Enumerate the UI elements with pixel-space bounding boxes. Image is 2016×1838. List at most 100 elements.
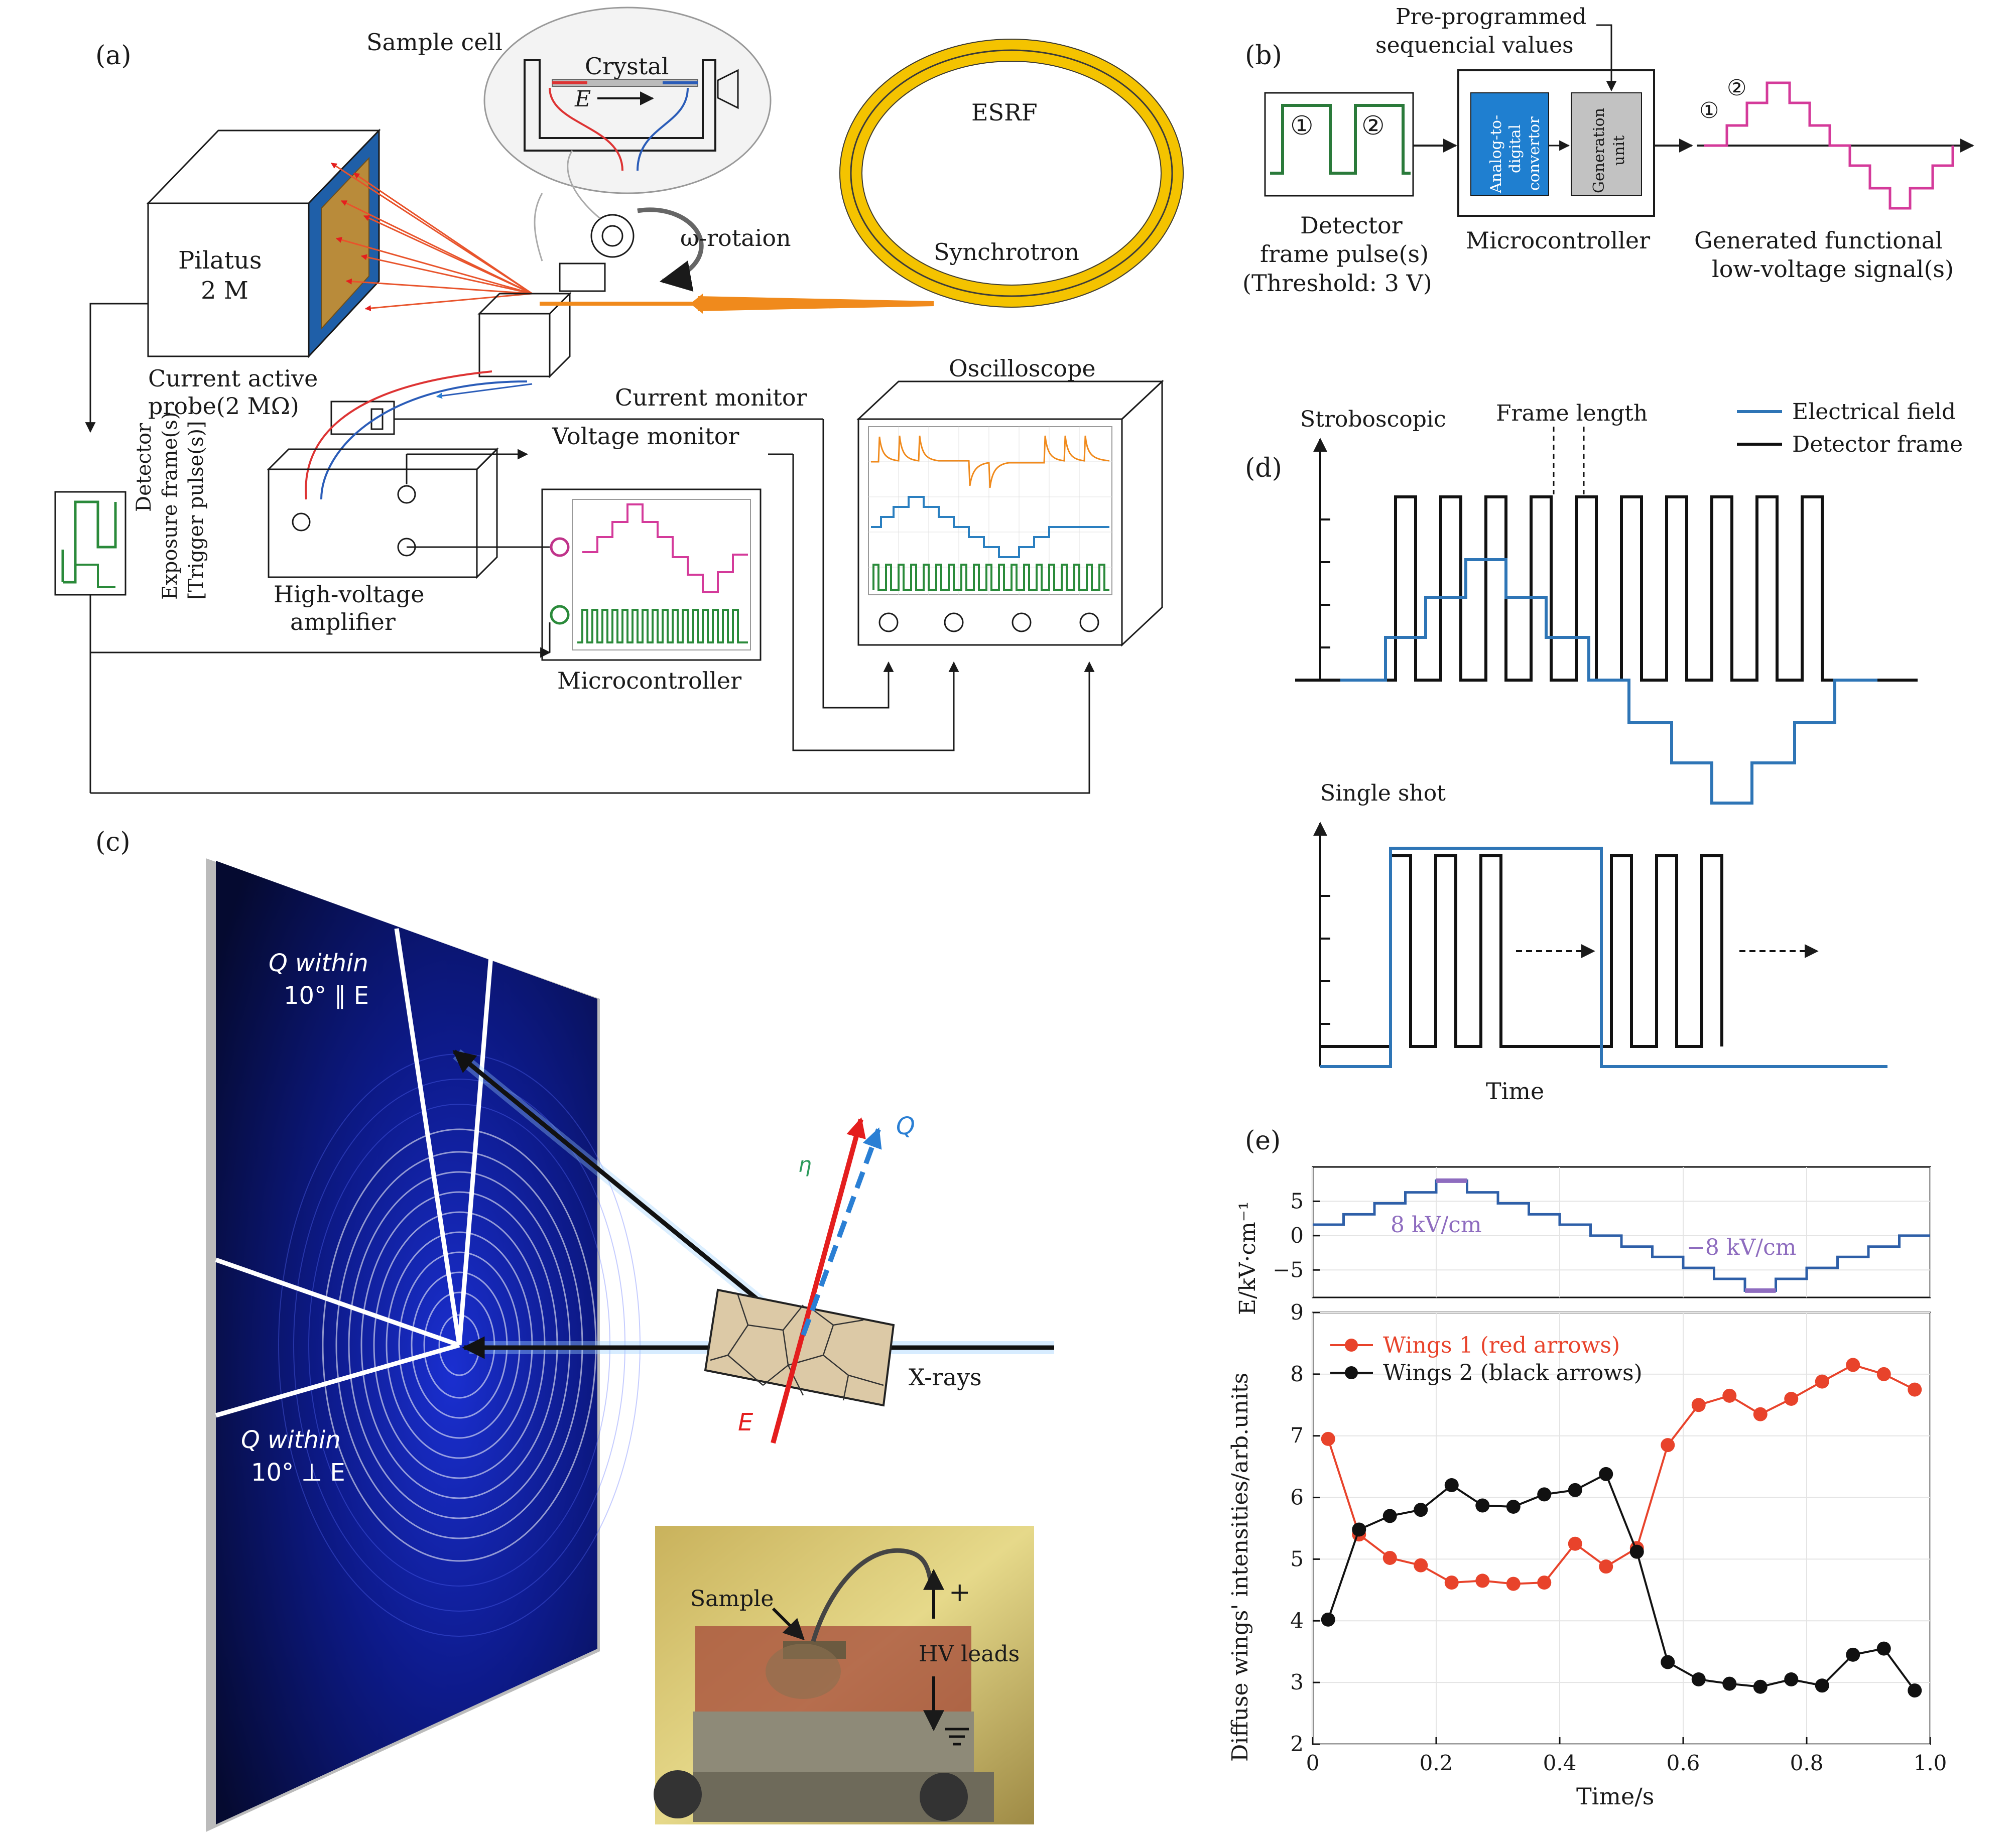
single-field-trace xyxy=(1320,847,1887,1068)
data-point-wings2 xyxy=(1784,1672,1799,1686)
data-point-wings1 xyxy=(1815,1374,1829,1389)
single-frame-trace xyxy=(1320,854,1723,1048)
microcontroller-caption-b: Microcontroller xyxy=(1466,227,1650,254)
field-annotation-positive: 8 kV/cm xyxy=(1391,1212,1482,1238)
oscilloscope-label: Oscilloscope xyxy=(949,355,1096,382)
data-point-wings1 xyxy=(1846,1358,1860,1372)
data-point-wings1 xyxy=(1414,1558,1428,1572)
data-point-wings1 xyxy=(1908,1382,1922,1397)
bottom-y-tick-label: 7 xyxy=(1290,1423,1304,1448)
detector-caption-2: frame pulse(s) xyxy=(1260,240,1429,268)
data-point-wings2 xyxy=(1321,1612,1335,1627)
hv-cable-red xyxy=(305,370,492,500)
beam-cone xyxy=(698,296,934,311)
adc-label-3: convertor xyxy=(1526,116,1543,191)
q-perp-label-2: 10° ⊥ E xyxy=(251,1459,345,1487)
pilatus-label-1: Pilatus xyxy=(178,246,262,275)
generated-caption-2: low-voltage signal(s) xyxy=(1712,255,1954,283)
q-vector xyxy=(801,1127,882,1336)
panel-d: (d) Stroboscopic Frame length Electrical… xyxy=(1245,399,1963,1105)
amplifier-label-2: amplifier xyxy=(290,608,396,635)
top-y-tick-label: 0 xyxy=(1290,1223,1304,1248)
voltage-trace xyxy=(871,496,1109,558)
pulse-mark-2: ② xyxy=(1361,111,1385,141)
generated-caption-1: Generated functional xyxy=(1694,227,1943,254)
amplifier-label-1: High-voltage xyxy=(274,581,424,608)
panel-a: (a) Sample cell Crystal E ESRF Synchrotr… xyxy=(54,7,1184,794)
detector-label-3: [Trigger pulse(s)] xyxy=(185,421,208,600)
field-vector xyxy=(771,1117,866,1444)
data-point-wings2 xyxy=(1475,1498,1490,1513)
data-point-wings2 xyxy=(1691,1672,1706,1686)
data-point-wings2 xyxy=(1599,1467,1613,1481)
e-label: E xyxy=(738,1408,753,1436)
generation-label-1: Generation xyxy=(1590,108,1608,193)
data-point-wings2 xyxy=(1815,1678,1829,1693)
microcontroller-box-b xyxy=(1457,69,1655,217)
detector-caption-3: (Threshold: 3 V) xyxy=(1242,270,1432,297)
top-y-tick-label: 5 xyxy=(1290,1189,1304,1213)
panel-label-d: (d) xyxy=(1245,453,1282,483)
x-tick-label: 1.0 xyxy=(1914,1751,1947,1775)
sector-lines xyxy=(215,928,494,1418)
panel-label-c: (c) xyxy=(95,827,131,857)
field-ylabel: E/kV·cm⁻¹ xyxy=(1235,1201,1261,1315)
adc-block xyxy=(1470,92,1549,196)
crystal-label: Crystal xyxy=(585,53,669,80)
stroboscopic-label: Stroboscopic xyxy=(1300,407,1446,432)
generation-label-2: unit xyxy=(1610,136,1628,166)
legend-frame-label: Detector frame xyxy=(1792,432,1963,457)
field-plot-frame xyxy=(1312,1166,1931,1298)
goniometer xyxy=(477,150,704,378)
generated-signal-trace xyxy=(1704,81,1954,210)
panel-label-e: (e) xyxy=(1245,1126,1281,1156)
channel-4-knob[interactable] xyxy=(1079,612,1099,632)
hv-cable-blue xyxy=(320,380,528,500)
data-point-wings1 xyxy=(1537,1576,1552,1590)
frame-trace xyxy=(872,564,1109,591)
probe-label-2: probe(2 MΩ) xyxy=(148,392,299,420)
channel-3-knob[interactable] xyxy=(1012,612,1032,632)
panel-label-b: (b) xyxy=(1245,41,1282,71)
channel-1-knob[interactable] xyxy=(878,612,899,632)
synchrotron-label: Synchrotron xyxy=(934,238,1079,266)
top-y-tick-label: −5 xyxy=(1273,1257,1304,1282)
data-point-wings2 xyxy=(1537,1487,1552,1502)
channel-2-knob[interactable] xyxy=(944,612,964,632)
microcontroller-box-a xyxy=(541,488,762,661)
bottom-y-tick-label: 5 xyxy=(1290,1546,1304,1571)
data-point-wings2 xyxy=(1414,1503,1428,1517)
data-point-wings1 xyxy=(1382,1550,1397,1565)
bottom-y-tick-label: 2 xyxy=(1290,1732,1304,1756)
data-point-wings2 xyxy=(1846,1647,1860,1662)
x-tick-label: 0.2 xyxy=(1420,1751,1453,1775)
microcontroller-label-a: Microcontroller xyxy=(557,667,741,694)
signal-mark-1: ① xyxy=(1699,98,1719,123)
controller-frame-trace xyxy=(577,609,748,643)
pilatus-detector: Pilatus 2 M xyxy=(146,128,381,358)
panel-label-a: (a) xyxy=(95,41,132,71)
x-tick-label: 0.8 xyxy=(1790,1751,1824,1775)
data-point-wings1 xyxy=(1691,1398,1706,1412)
detector-label-1: Detector xyxy=(133,423,156,512)
data-point-wings2 xyxy=(1629,1544,1644,1559)
data-point-wings1 xyxy=(1475,1573,1490,1588)
current-probe xyxy=(330,401,395,435)
data-point-wings2 xyxy=(1352,1522,1366,1537)
scattered-beam xyxy=(452,1049,800,1335)
x-tick-label: 0.6 xyxy=(1667,1751,1700,1775)
data-point-wings2 xyxy=(1722,1676,1737,1691)
data-point-wings1 xyxy=(1722,1388,1737,1403)
time-label: Time xyxy=(1486,1078,1544,1105)
signal-mark-2: ② xyxy=(1727,75,1746,101)
scattered-rays xyxy=(330,162,533,312)
x-tick-label: 0 xyxy=(1306,1751,1320,1775)
adc-label-1: Analog-to- xyxy=(1487,115,1505,194)
panel-e: (e) 8 kV/cm −8 kV/cm 5 0 −5 E/kV·cm⁻¹ 2 3 4 5… xyxy=(1227,1126,1947,1810)
data-point-wings2 xyxy=(1506,1500,1521,1514)
sample-cell-bubble xyxy=(483,7,772,194)
panel-c: (c) Q within 10° ∥ E Q w xyxy=(95,827,1054,1832)
q-label: Q xyxy=(896,1112,915,1140)
data-point-wings1 xyxy=(1321,1431,1335,1446)
